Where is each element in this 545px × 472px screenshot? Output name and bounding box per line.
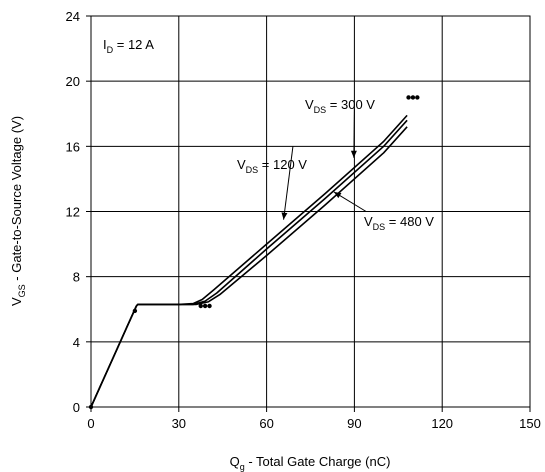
annotation-vds-120: VDS = 120 V bbox=[237, 157, 307, 175]
data-marker bbox=[88, 404, 94, 410]
annotation-arrows bbox=[281, 108, 367, 220]
data-marker bbox=[406, 95, 411, 100]
data-markers bbox=[88, 95, 420, 410]
arrow-vds-120 bbox=[281, 146, 294, 220]
x-axis-label: Qg - Total Gate Charge (nC) bbox=[230, 454, 391, 472]
data-marker bbox=[198, 303, 203, 309]
annotation-vds-480: VDS = 480 V bbox=[364, 214, 434, 232]
y-tick-label: 16 bbox=[66, 139, 80, 154]
y-tick-label: 12 bbox=[66, 205, 80, 220]
y-tick-label: 8 bbox=[73, 270, 80, 285]
y-tick-label: 0 bbox=[73, 400, 80, 415]
x-tick-label: 120 bbox=[431, 416, 453, 431]
data-marker bbox=[410, 95, 416, 100]
annotation-vds-300: VDS = 300 V bbox=[305, 97, 375, 115]
x-tick-label: 150 bbox=[519, 416, 541, 431]
arrow-vds-480 bbox=[333, 191, 367, 212]
y-tick-label: 24 bbox=[66, 9, 80, 24]
data-marker bbox=[132, 308, 138, 314]
condition-label: ID = 12 A bbox=[103, 37, 154, 55]
x-tick-labels: 0 30 60 90 120 150 bbox=[87, 416, 540, 431]
series-line-2 bbox=[90, 126, 408, 408]
y-tick-label: 20 bbox=[66, 74, 80, 89]
data-marker bbox=[202, 303, 208, 309]
arrow-vds-300 bbox=[350, 108, 357, 158]
y-axis-label: VGS - Gate-to-Source Voltage (V) bbox=[9, 116, 27, 306]
data-marker bbox=[207, 303, 212, 309]
x-tick-label: 60 bbox=[259, 416, 273, 431]
data-marker bbox=[415, 95, 420, 100]
y-tick-label: 4 bbox=[73, 335, 80, 350]
x-tick-label: 90 bbox=[347, 416, 361, 431]
series-line-0 bbox=[90, 114, 408, 408]
y-tick-labels: 0 4 8 12 16 20 24 bbox=[66, 9, 80, 415]
series-lines bbox=[90, 114, 408, 408]
x-tick-label: 30 bbox=[172, 416, 186, 431]
x-tick-label: 0 bbox=[87, 416, 94, 431]
grid-lines bbox=[86, 15, 531, 412]
